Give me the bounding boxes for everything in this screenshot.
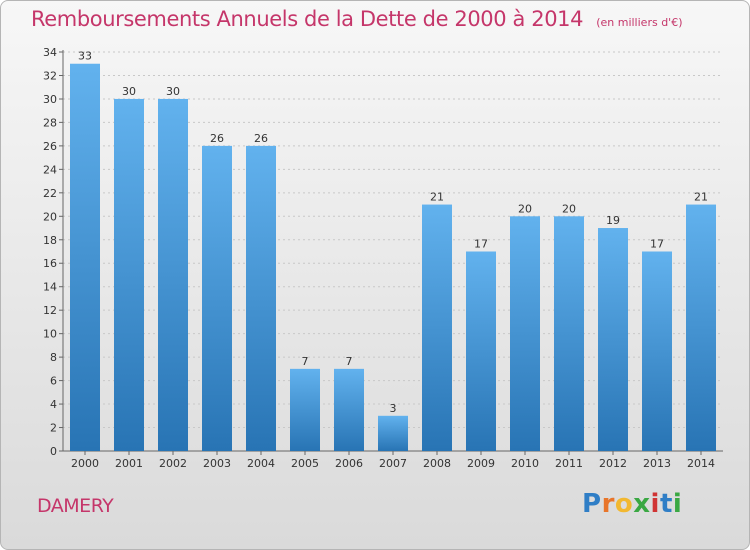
bar	[70, 63, 100, 452]
bar-value-label: 17	[474, 238, 488, 251]
x-tick-label: 2000	[71, 457, 99, 470]
bar-value-label: 20	[562, 202, 576, 215]
bar-value-label: 20	[518, 202, 532, 215]
y-tick-label: 2	[50, 422, 57, 435]
bar	[510, 216, 540, 451]
bar-value-label: 7	[346, 355, 353, 368]
bars	[70, 63, 716, 452]
bar	[246, 145, 276, 451]
chart-title: Remboursements Annuels de la Dette de 20…	[31, 7, 584, 31]
x-tick-label: 2012	[599, 457, 627, 470]
y-tick-label: 26	[43, 140, 57, 153]
bar-value-label: 17	[650, 238, 664, 251]
x-tick-label: 2007	[379, 457, 407, 470]
y-tick-label: 28	[43, 116, 57, 129]
y-tick-label: 16	[43, 257, 57, 270]
y-tick-label: 18	[43, 234, 57, 247]
commune-name: DAMERY	[37, 495, 114, 517]
brand-letter: i	[650, 489, 660, 519]
bar-value-label: 30	[122, 85, 136, 98]
title-block: Remboursements Annuels de la Dette de 20…	[31, 7, 682, 31]
brand-letter: t	[659, 489, 673, 519]
bar-value-label: 30	[166, 85, 180, 98]
y-tick-label: 34	[43, 46, 57, 59]
bar	[158, 98, 188, 452]
y-tick-label: 14	[43, 281, 57, 294]
y-tick-label: 20	[43, 210, 57, 223]
x-tick-label: 2013	[643, 457, 671, 470]
brand-letter: o	[614, 489, 634, 519]
x-tick-label: 2003	[203, 457, 231, 470]
y-tick-label: 0	[50, 445, 57, 458]
brand-logo[interactable]: Proxiti	[582, 489, 682, 519]
x-tick-label: 2010	[511, 457, 539, 470]
brand-letter: x	[633, 489, 651, 519]
bar	[290, 368, 320, 451]
y-tick-label: 22	[43, 187, 57, 200]
x-tick-label: 2008	[423, 457, 451, 470]
y-tick-label: 30	[43, 93, 57, 106]
bar	[114, 98, 144, 452]
bar-value-label: 7	[302, 355, 309, 368]
brand-letter: r	[601, 489, 615, 519]
chart-subtitle: (en milliers d'€)	[596, 16, 683, 29]
x-tick-label: 2005	[291, 457, 319, 470]
x-tick-label: 2009	[467, 457, 495, 470]
bar-value-label: 26	[254, 132, 268, 145]
bar	[334, 368, 364, 451]
bar-value-label: 33	[78, 50, 92, 63]
bar	[554, 216, 584, 451]
y-tick-label: 8	[50, 351, 57, 364]
bar-value-label: 3	[390, 402, 397, 415]
bar	[378, 415, 408, 451]
y-tick-label: 24	[43, 163, 57, 176]
bar-value-label: 21	[694, 191, 708, 204]
bar	[642, 251, 672, 451]
x-tick-label: 2006	[335, 457, 363, 470]
x-tick-label: 2002	[159, 457, 187, 470]
bar	[202, 145, 232, 451]
bar-value-label: 26	[210, 132, 224, 145]
bar	[422, 204, 452, 451]
y-tick-label: 6	[50, 375, 57, 388]
y-tick-label: 10	[43, 328, 57, 341]
bar-value-label: 21	[430, 191, 444, 204]
y-tick-label: 4	[50, 398, 57, 411]
brand-letter: P	[582, 489, 602, 519]
x-tick-label: 2001	[115, 457, 143, 470]
bar	[686, 204, 716, 451]
x-tick-label: 2014	[687, 457, 715, 470]
bar-value-label: 19	[606, 214, 620, 227]
x-tick-label: 2004	[247, 457, 275, 470]
bar	[466, 251, 496, 451]
bar	[598, 228, 628, 451]
x-tick-label: 2011	[555, 457, 583, 470]
y-tick-label: 32	[43, 69, 57, 82]
y-tick-label: 12	[43, 304, 57, 317]
brand-letter: i	[672, 489, 683, 519]
